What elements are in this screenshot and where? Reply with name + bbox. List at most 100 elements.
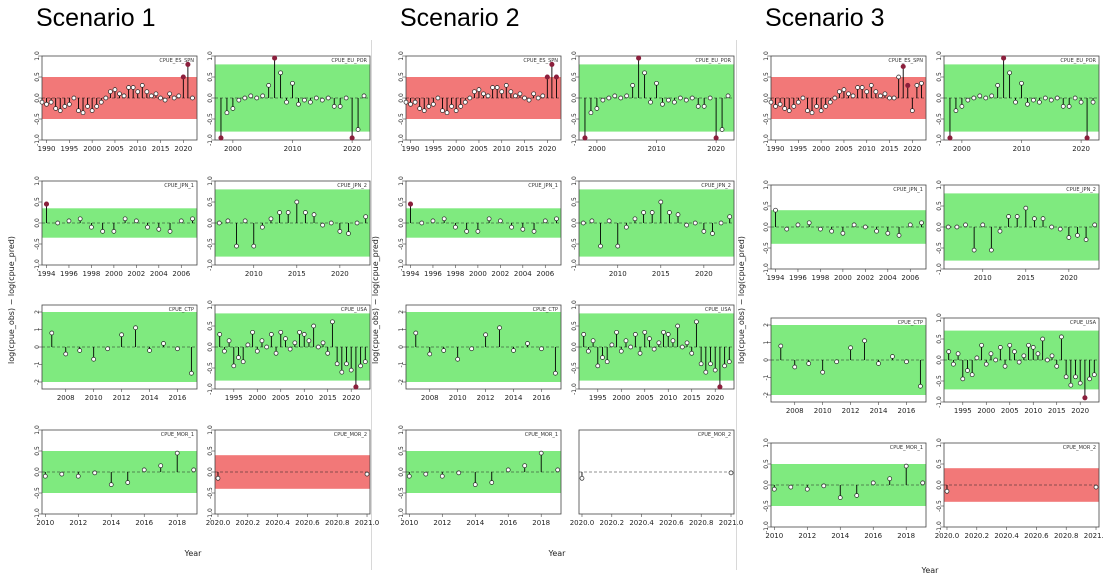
residual-point [139, 83, 145, 88]
y-tick-label: -1 [398, 361, 405, 367]
y-tick-label: 0.0 [571, 93, 578, 103]
y-tick-label: 0.0 [936, 222, 943, 232]
x-tick-label: 2004 [514, 270, 532, 278]
residual-point [809, 110, 815, 116]
residual-point [628, 344, 634, 350]
residual-point [311, 212, 317, 217]
residual-point [296, 101, 301, 107]
residual-point [907, 222, 913, 228]
residual-point [278, 70, 283, 76]
residual-point [254, 95, 260, 101]
residual-point [269, 332, 274, 337]
residual-point [147, 348, 152, 353]
y-tick-label: 1.0 [763, 180, 770, 190]
residual-point [1075, 233, 1080, 238]
x-tick-label: 2000 [612, 394, 630, 402]
panel-cpue-jpn-1: CPUE_JPN_1 -1.0 -0.5 0.0 0.5 1.0 1994 1996 1998 2… [763, 180, 927, 282]
residual-point [598, 243, 603, 249]
panel-label: CPUE_CTP [169, 307, 194, 313]
panel-label: CPUE_MOR_2 [1063, 445, 1096, 451]
residual-point [320, 222, 325, 228]
y-tick-label: 0.0 [207, 93, 214, 103]
residual-point [1037, 99, 1042, 105]
residual-point [260, 224, 265, 230]
x-tick-label: 2000 [83, 145, 101, 153]
residual-point [320, 340, 326, 346]
panel-cpue-mor-2: CPUE_MOR_2 -1.0 -0.5 0.0 0.5 1.0 2020.0 2020.2 2… [935, 438, 1103, 540]
residual-point [306, 338, 312, 344]
residual-point [100, 229, 106, 234]
residual-point [217, 332, 223, 337]
x-tick-label: 2010 [814, 407, 832, 415]
residual-point [224, 110, 230, 116]
residual-point [1030, 345, 1036, 350]
residual-point [773, 207, 778, 213]
residual-point [549, 61, 555, 67]
residual-point [946, 349, 952, 354]
residual-point [449, 104, 454, 109]
residual-point [689, 95, 695, 101]
residual-point [606, 95, 612, 101]
residual-point [119, 332, 124, 338]
panel-label: CPUE_ES_SPN [888, 58, 923, 64]
residual-point [334, 361, 340, 367]
x-tick-label: 2020 [1072, 145, 1090, 153]
residual-point [455, 356, 461, 362]
residual-point [829, 228, 835, 234]
x-tick-label: 2020.6 [1024, 532, 1049, 540]
residual-point [517, 91, 523, 97]
residual-point [406, 473, 412, 479]
x-tick-label: 2010 [284, 145, 302, 153]
x-tick-label: 2020.4 [629, 519, 654, 527]
y-tick-label: 0.5 [207, 72, 214, 82]
residual-point [954, 224, 960, 230]
residual-point [692, 220, 698, 226]
residual-point [594, 106, 600, 111]
y-tick-label: -1 [763, 374, 770, 380]
residual-point [497, 218, 503, 224]
residual-point [722, 363, 727, 369]
x-tick-label: 1990 [767, 145, 785, 153]
residual-point [176, 93, 182, 99]
panel-cpue-usa: CPUE_USA -1.0 -0.5 0.0 0.5 1.0 1995 2000 2005 201… [571, 300, 735, 402]
residual-point [417, 106, 423, 111]
residual-point [158, 463, 164, 469]
residual-point [707, 95, 713, 101]
y-tick-label: 1.0 [571, 176, 578, 186]
residual-point [1023, 205, 1029, 211]
residual-point [344, 361, 349, 367]
residual-point [955, 351, 961, 357]
residual-point [535, 95, 541, 101]
y-tick-label: 2 [763, 323, 770, 327]
residual-point [141, 467, 147, 473]
residual-point [959, 104, 965, 109]
residual-point [230, 106, 236, 111]
x-axis-title: Year [921, 566, 940, 575]
panel-label: CPUE_USA [1070, 320, 1097, 326]
panel-cpue-jpn-1: CPUE_JPN_1 -1.0 -0.5 0.0 0.5 1.0 1994 1996 1998 2… [34, 176, 198, 278]
residual-point [439, 473, 445, 479]
residual-point [89, 108, 95, 113]
y-tick-label: -2 [34, 379, 41, 385]
x-tick-label: 2000 [224, 145, 242, 153]
residual-point [190, 95, 195, 101]
residual-point [891, 95, 897, 101]
y-tick-label: -0.5 [207, 487, 214, 499]
y-tick-label: 0.5 [936, 72, 943, 82]
residual-point [485, 93, 491, 99]
residual-point [1026, 342, 1031, 348]
x-tick-label: 2010 [648, 145, 666, 153]
x-tick-label: 2020.2 [600, 519, 625, 527]
residual-point [531, 91, 536, 97]
residual-point [245, 342, 251, 348]
residual-point [292, 340, 298, 346]
residual-point [553, 370, 558, 376]
x-tick-label: 2020 [903, 145, 921, 153]
residual-point [126, 85, 131, 90]
y-tick-label: 1.0 [398, 425, 405, 435]
residual-point [1013, 99, 1018, 105]
residual-point [499, 89, 505, 95]
y-tick-label: 0.0 [207, 342, 214, 352]
y-tick-label: -1 [34, 361, 41, 367]
residual-point [555, 467, 561, 473]
